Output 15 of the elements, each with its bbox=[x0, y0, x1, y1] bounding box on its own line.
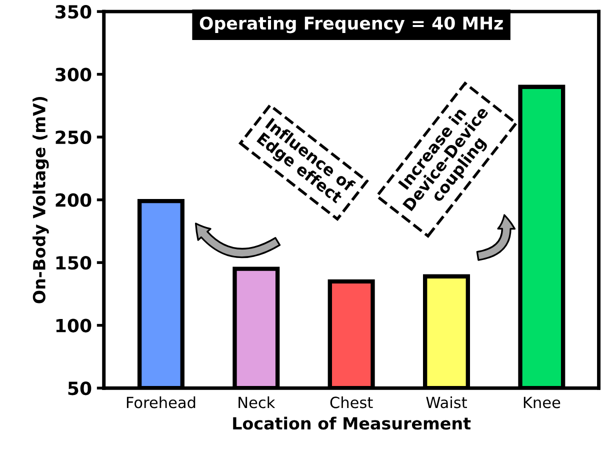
y-tick-label: 50 bbox=[68, 382, 92, 396]
x-axis-title: Location of Measurement bbox=[233, 416, 471, 430]
y-axis-title: On-Body Voltage (mV) bbox=[32, 96, 49, 304]
x-tick-label: Waist bbox=[426, 396, 467, 408]
y-tick-label: 200 bbox=[56, 193, 92, 207]
x-tick-label: Forehead bbox=[126, 396, 196, 408]
x-tick-label: Chest bbox=[330, 396, 373, 408]
y-tick-label: 100 bbox=[56, 318, 92, 332]
chart-title: Operating Frequency = 40 MHz bbox=[200, 16, 503, 34]
y-tick-label: 300 bbox=[56, 68, 92, 82]
y-tick-label: 150 bbox=[56, 256, 92, 270]
x-tick-label: Neck bbox=[238, 396, 276, 408]
y-tick-label: 350 bbox=[56, 5, 92, 19]
x-tick-label: Knee bbox=[524, 396, 560, 408]
y-tick-label: 250 bbox=[56, 130, 92, 144]
